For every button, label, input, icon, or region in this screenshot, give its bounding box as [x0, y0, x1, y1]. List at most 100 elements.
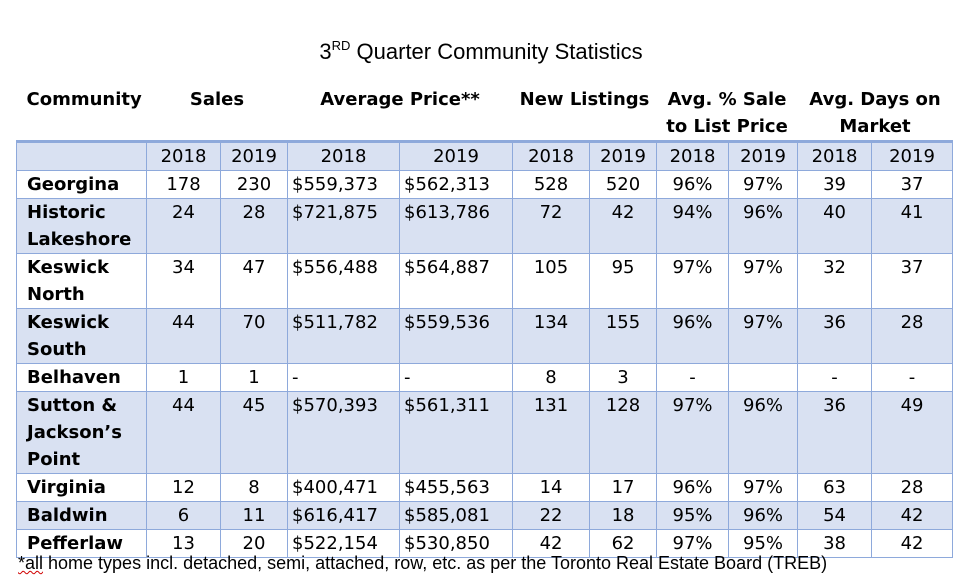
table-cell: 70	[219, 308, 289, 364]
table-cell: -	[399, 363, 514, 392]
table-cell: 97%	[656, 529, 730, 558]
table-cell: 54	[797, 501, 873, 530]
table-cell: $522,154	[287, 529, 401, 558]
table-cell: $585,081	[399, 501, 514, 530]
table-cell: -	[871, 363, 954, 392]
table-cell: $400,471	[287, 473, 401, 502]
table-cell: 14	[512, 473, 591, 502]
header-sales: Sales	[189, 89, 245, 110]
table-cell: -	[656, 363, 730, 392]
table-cell: 134	[512, 308, 591, 364]
table-cell: -	[287, 363, 401, 392]
community-name: Historic Lakeshore	[16, 198, 147, 254]
table-row: Keswick South 44 70 $511,782 $559,536 134 155 9…	[16, 308, 954, 364]
header-sale-to-list: Avg. % Sale to List Price	[666, 89, 788, 137]
table-cell: 72	[512, 198, 591, 254]
table-cell: 96%	[656, 473, 730, 502]
table-cell: 97%	[656, 253, 730, 309]
table-cell: 97%	[728, 308, 799, 364]
year-cell: 2019	[871, 140, 954, 171]
table-cell: 1	[219, 363, 289, 392]
table-cell: 96%	[728, 391, 799, 474]
table-cell: 36	[797, 391, 873, 474]
year-cell: 2019	[589, 140, 658, 171]
table-cell: -	[797, 363, 873, 392]
table-body: Georgina 178 230 $559,373 $562,313 528 520 96% 9…	[16, 170, 954, 558]
table-cell: 45	[219, 391, 289, 474]
table-cell: $562,313	[399, 170, 514, 199]
table-cell: 37	[871, 253, 954, 309]
table-row: Virginia 12 8 $400,471 $455,563 14 17 96% 97% 63 2…	[16, 473, 954, 502]
table-row: Sutton & Jackson’s Point 44 45 $570,393 $561…	[16, 391, 954, 474]
table-cell: 520	[589, 170, 658, 199]
table-cell: 97%	[728, 473, 799, 502]
table-cell: $559,373	[287, 170, 401, 199]
table-cell: 95%	[728, 529, 799, 558]
table-cell: 42	[871, 501, 954, 530]
table-cell: 131	[512, 391, 591, 474]
table-cell: $556,488	[287, 253, 401, 309]
community-stats-table: Community Sales Average Price** New List…	[16, 86, 954, 558]
table-row: Keswick North 34 47 $556,488 $564,887 105 95 97…	[16, 253, 954, 309]
table-cell: 22	[512, 501, 591, 530]
table-cell: 41	[871, 198, 954, 254]
table-cell: 44	[146, 308, 221, 364]
page-title: 3RD Quarter Community Statistics	[319, 38, 643, 64]
year-cell: 2018	[512, 140, 591, 171]
table-row: Belhaven 1 1- -8 3- - -	[16, 363, 954, 392]
table-row: Pefferlaw 13 20 $522,154 $530,850 42 62 97% 95% 3…	[16, 529, 954, 558]
table-cell: 37	[871, 170, 954, 199]
year-cell: 2018	[287, 140, 401, 171]
table-cell: 97%	[728, 253, 799, 309]
table-cell: 12	[146, 473, 221, 502]
table-cell: 96%	[656, 170, 730, 199]
table-cell: 39	[797, 170, 873, 199]
table-cell: 20	[219, 529, 289, 558]
footnote: *all home types incl. detached, semi, at…	[18, 553, 827, 574]
year-cell: 2019	[728, 140, 799, 171]
table-cell: 28	[871, 473, 954, 502]
header-community: Community	[26, 89, 142, 110]
table-cell: 8	[219, 473, 289, 502]
table-cell: $511,782	[287, 308, 401, 364]
table-cell: 34	[146, 253, 221, 309]
header-new-listings: New Listings	[519, 89, 650, 110]
community-name: Virginia	[16, 473, 147, 502]
community-name: Keswick North	[16, 253, 147, 309]
header-days-on-market: Avg. Days on Market	[809, 89, 941, 137]
table-cell: 528	[512, 170, 591, 199]
footnote-text: home types incl. detached, semi, attache…	[43, 553, 828, 573]
table-cell: 96%	[728, 501, 799, 530]
table-cell: 155	[589, 308, 658, 364]
year-cell: 2018	[146, 140, 221, 171]
table-cell: 62	[589, 529, 658, 558]
community-name: Keswick South	[16, 308, 147, 364]
header-avg-price: Average Price**	[320, 89, 480, 110]
table-cell: 42	[871, 529, 954, 558]
year-row: 2018 2019 2018 2019 2018 2019 2018 2019 2018 2019	[16, 140, 954, 171]
table-cell: $559,536	[399, 308, 514, 364]
table-cell: 36	[797, 308, 873, 364]
table-cell: 1	[146, 363, 221, 392]
table-cell: 178	[146, 170, 221, 199]
table-cell: 8	[512, 363, 591, 392]
table-row: Historic Lakeshore 24 28 $721,875 $613,786 72…	[16, 198, 954, 254]
year-cell: 2019	[399, 140, 514, 171]
year-cell-blank	[16, 140, 147, 171]
community-name: Belhaven	[16, 363, 147, 392]
table-cell: 95%	[656, 501, 730, 530]
year-cell: 2018	[797, 140, 873, 171]
community-name: Pefferlaw	[16, 529, 147, 558]
header-row: Community Sales Average Price** New List…	[17, 86, 953, 142]
table-cell: 97%	[728, 170, 799, 199]
table-cell: 230	[219, 170, 289, 199]
table-row: Georgina 178 230 $559,373 $562,313 528 520 96% 9…	[16, 170, 954, 199]
table-cell: 28	[871, 308, 954, 364]
table-cell: 97%	[656, 391, 730, 474]
table-cell: 49	[871, 391, 954, 474]
table-cell	[728, 363, 799, 392]
table-cell: 11	[219, 501, 289, 530]
table-cell: 38	[797, 529, 873, 558]
table-cell: 28	[219, 198, 289, 254]
table-cell: 13	[146, 529, 221, 558]
